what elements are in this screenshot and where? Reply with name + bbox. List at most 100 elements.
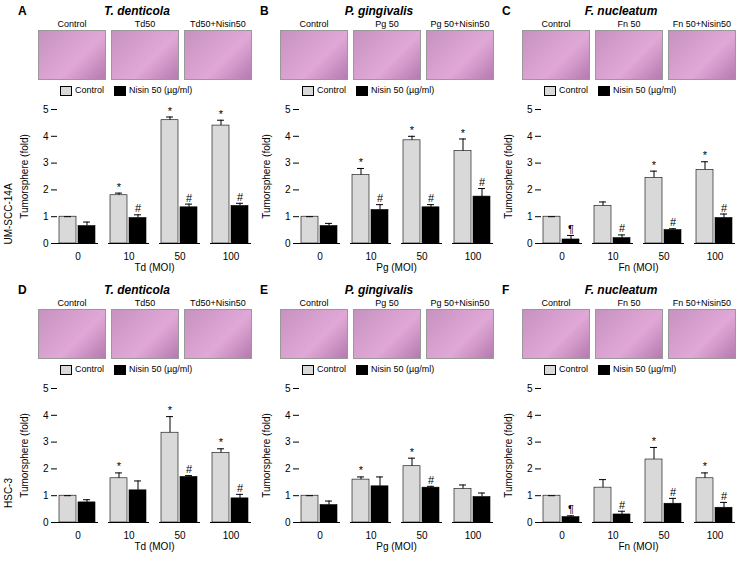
svg-text:4: 4: [527, 410, 533, 421]
svg-text:Tumorsphere (fold): Tumorsphere (fold): [261, 134, 272, 219]
svg-text:4: 4: [527, 131, 533, 142]
svg-text:5: 5: [527, 383, 533, 394]
svg-text:10: 10: [123, 530, 135, 541]
svg-text:1: 1: [527, 490, 533, 501]
svg-text:5: 5: [527, 104, 533, 115]
svg-text:1: 1: [285, 490, 291, 501]
svg-text:*: *: [117, 181, 122, 193]
svg-text:*: *: [168, 105, 173, 117]
svg-text:50: 50: [658, 530, 670, 541]
svg-text:Td (MOI): Td (MOI): [135, 541, 175, 552]
svg-text:100: 100: [707, 530, 724, 541]
svg-text:*: *: [410, 124, 415, 136]
svg-text:10: 10: [607, 251, 619, 262]
svg-text:Tumorsphere (fold): Tumorsphere (fold): [503, 134, 514, 219]
svg-text:#: #: [670, 216, 677, 228]
svg-text:10: 10: [365, 530, 377, 541]
svg-text:*: *: [117, 460, 122, 472]
svg-text:100: 100: [465, 530, 482, 541]
svg-text:#: #: [428, 474, 435, 486]
svg-text:*: *: [359, 464, 364, 476]
svg-text:Fn (MOI): Fn (MOI): [619, 541, 659, 552]
svg-text:0: 0: [285, 517, 291, 528]
svg-text:#: #: [135, 202, 142, 214]
svg-text:*: *: [703, 460, 708, 472]
svg-text:#: #: [428, 192, 435, 204]
svg-text:0: 0: [527, 517, 533, 528]
svg-text:5: 5: [43, 383, 49, 394]
svg-text:0: 0: [559, 251, 565, 262]
svg-text:10: 10: [123, 251, 135, 262]
svg-text:50: 50: [174, 530, 186, 541]
svg-text:#: #: [619, 222, 626, 234]
svg-text:3: 3: [527, 436, 533, 447]
svg-text:50: 50: [174, 251, 186, 262]
svg-text:2: 2: [285, 463, 291, 474]
svg-text:#: #: [670, 486, 677, 498]
svg-text:1: 1: [527, 211, 533, 222]
svg-text:*: *: [219, 436, 224, 448]
svg-text:10: 10: [365, 251, 377, 262]
svg-text:0: 0: [559, 530, 565, 541]
svg-text:#: #: [377, 192, 384, 204]
svg-text:*: *: [359, 156, 364, 168]
svg-text:10: 10: [607, 530, 619, 541]
svg-text:0: 0: [75, 251, 81, 262]
svg-text:0: 0: [527, 238, 533, 249]
svg-text:3: 3: [285, 436, 291, 447]
svg-text:Tumorsphere (fold): Tumorsphere (fold): [19, 413, 30, 498]
svg-text:4: 4: [285, 410, 291, 421]
svg-text:0: 0: [43, 238, 49, 249]
svg-text:Td (MOI): Td (MOI): [135, 262, 175, 273]
svg-text:3: 3: [43, 157, 49, 168]
svg-text:0: 0: [43, 517, 49, 528]
svg-text:Fn (MOI): Fn (MOI): [619, 262, 659, 273]
svg-text:*: *: [168, 404, 173, 416]
svg-text:2: 2: [527, 184, 533, 195]
svg-text:1: 1: [43, 211, 49, 222]
svg-text:100: 100: [223, 530, 240, 541]
svg-text:100: 100: [707, 251, 724, 262]
svg-text:#: #: [186, 463, 193, 475]
svg-text:5: 5: [285, 383, 291, 394]
svg-text:2: 2: [43, 463, 49, 474]
svg-text:*: *: [410, 446, 415, 458]
svg-text:#: #: [237, 482, 244, 494]
svg-text:Tumorsphere (fold): Tumorsphere (fold): [503, 413, 514, 498]
svg-text:*: *: [219, 108, 224, 120]
svg-text:*: *: [703, 149, 708, 161]
svg-text:4: 4: [43, 131, 49, 142]
svg-text:5: 5: [43, 104, 49, 115]
svg-text:0: 0: [317, 530, 323, 541]
svg-text:50: 50: [416, 530, 428, 541]
svg-text:100: 100: [465, 251, 482, 262]
svg-text:#: #: [479, 176, 486, 188]
svg-text:¶: ¶: [568, 503, 574, 515]
svg-text:#: #: [237, 191, 244, 203]
svg-text:0: 0: [317, 251, 323, 262]
svg-text:*: *: [652, 159, 657, 171]
svg-text:3: 3: [43, 436, 49, 447]
svg-text:3: 3: [527, 157, 533, 168]
svg-text:2: 2: [527, 463, 533, 474]
svg-text:#: #: [721, 202, 728, 214]
svg-text:Pg (MOI): Pg (MOI): [376, 541, 417, 552]
svg-text:3: 3: [285, 157, 291, 168]
svg-text:2: 2: [285, 184, 291, 195]
svg-text:1: 1: [43, 490, 49, 501]
svg-text:50: 50: [416, 251, 428, 262]
svg-text:*: *: [652, 435, 657, 447]
svg-text:#: #: [619, 499, 626, 511]
svg-text:4: 4: [43, 410, 49, 421]
svg-text:#: #: [186, 192, 193, 204]
svg-text:Tumorsphere (fold): Tumorsphere (fold): [19, 134, 30, 219]
svg-text:50: 50: [658, 251, 670, 262]
svg-text:100: 100: [223, 251, 240, 262]
svg-text:2: 2: [43, 184, 49, 195]
svg-text:1: 1: [285, 211, 291, 222]
svg-text:5: 5: [285, 104, 291, 115]
svg-text:4: 4: [285, 131, 291, 142]
svg-text:Tumorsphere (fold): Tumorsphere (fold): [261, 413, 272, 498]
svg-text:*: *: [461, 127, 466, 139]
svg-text:0: 0: [285, 238, 291, 249]
